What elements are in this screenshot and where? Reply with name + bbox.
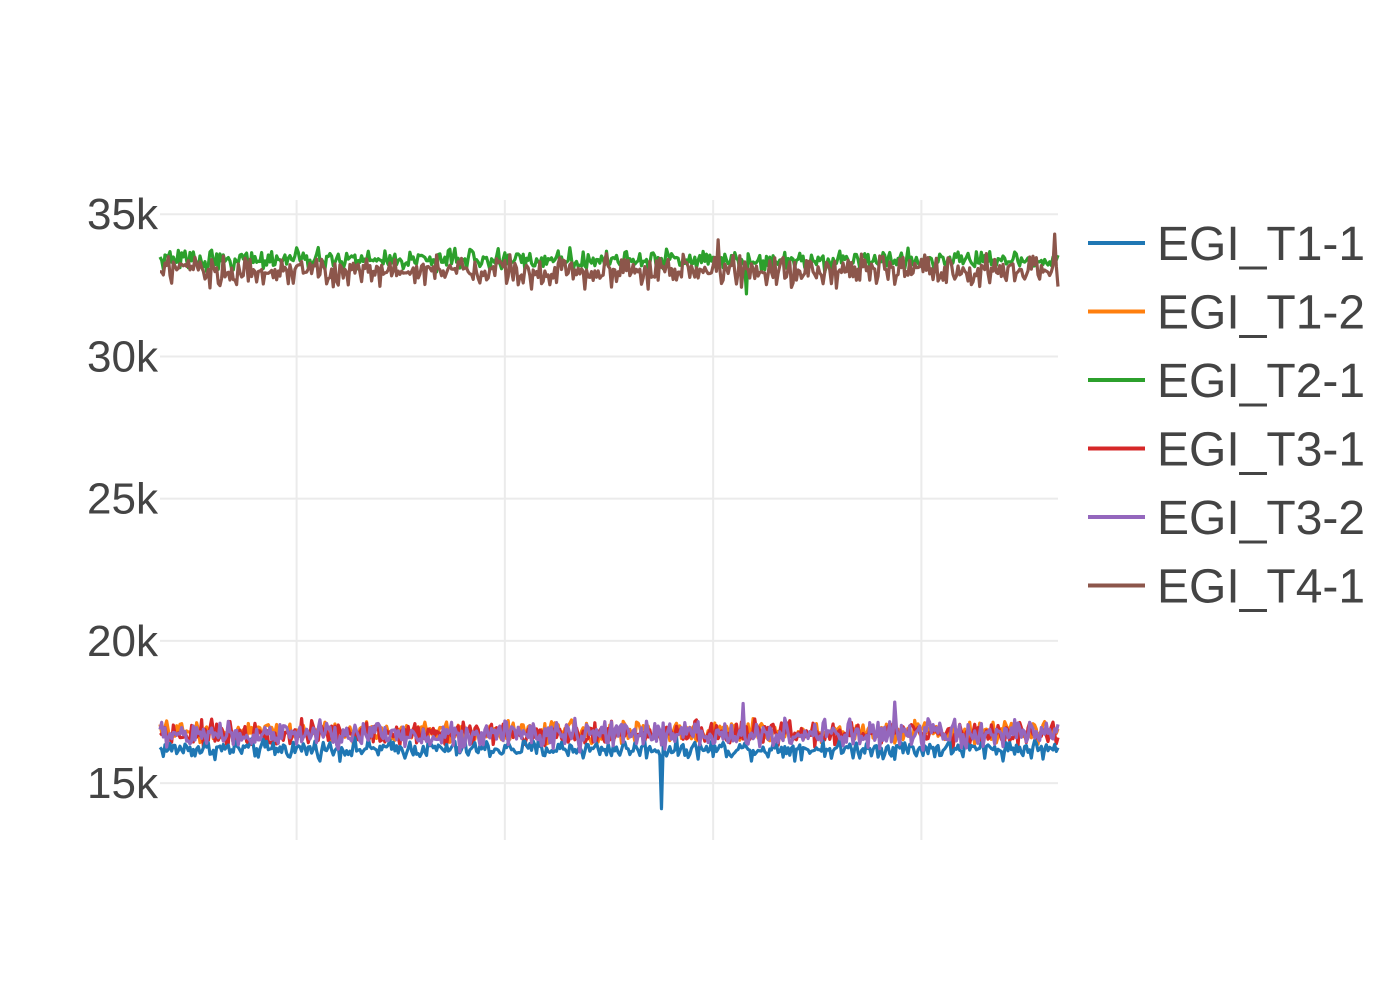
- legend-label: EGI_T1-1: [1157, 218, 1365, 271]
- series-line-egi-t4-1: [159, 232, 1060, 291]
- legend-item[interactable]: EGI_T1-1: [1088, 218, 1365, 271]
- grid: [160, 200, 1058, 840]
- legend-item[interactable]: EGI_T1-2: [1088, 287, 1365, 340]
- legend-label: EGI_T3-1: [1157, 424, 1365, 477]
- y-tick-label: 15k: [87, 759, 159, 808]
- legend-label: EGI_T4-1: [1157, 561, 1365, 614]
- y-axis-ticks: 15k 20k 25k 30k 35k: [87, 190, 159, 808]
- series-line-egi-t1-1: [158, 734, 1060, 811]
- legend-item[interactable]: EGI_T3-1: [1088, 424, 1365, 477]
- y-tick-label: 35k: [87, 190, 159, 239]
- series-line-egi-t3-2: [158, 700, 1060, 754]
- legend-item[interactable]: EGI_T4-1: [1088, 561, 1365, 614]
- y-tick-label: 30k: [87, 332, 159, 381]
- series-lines: [158, 232, 1060, 811]
- legend-label: EGI_T3-2: [1157, 492, 1365, 545]
- legend-item[interactable]: EGI_T3-2: [1088, 492, 1365, 545]
- legend-label: EGI_T1-2: [1157, 287, 1365, 340]
- legend-item[interactable]: EGI_T2-1: [1088, 355, 1365, 408]
- legend[interactable]: EGI_T1-1 EGI_T1-2 EGI_T2-1 EGI_T3-1 EGI_T3-2…: [1088, 218, 1365, 614]
- legend-label: EGI_T2-1: [1157, 355, 1365, 408]
- y-tick-label: 20k: [87, 617, 159, 666]
- y-tick-label: 25k: [87, 475, 159, 524]
